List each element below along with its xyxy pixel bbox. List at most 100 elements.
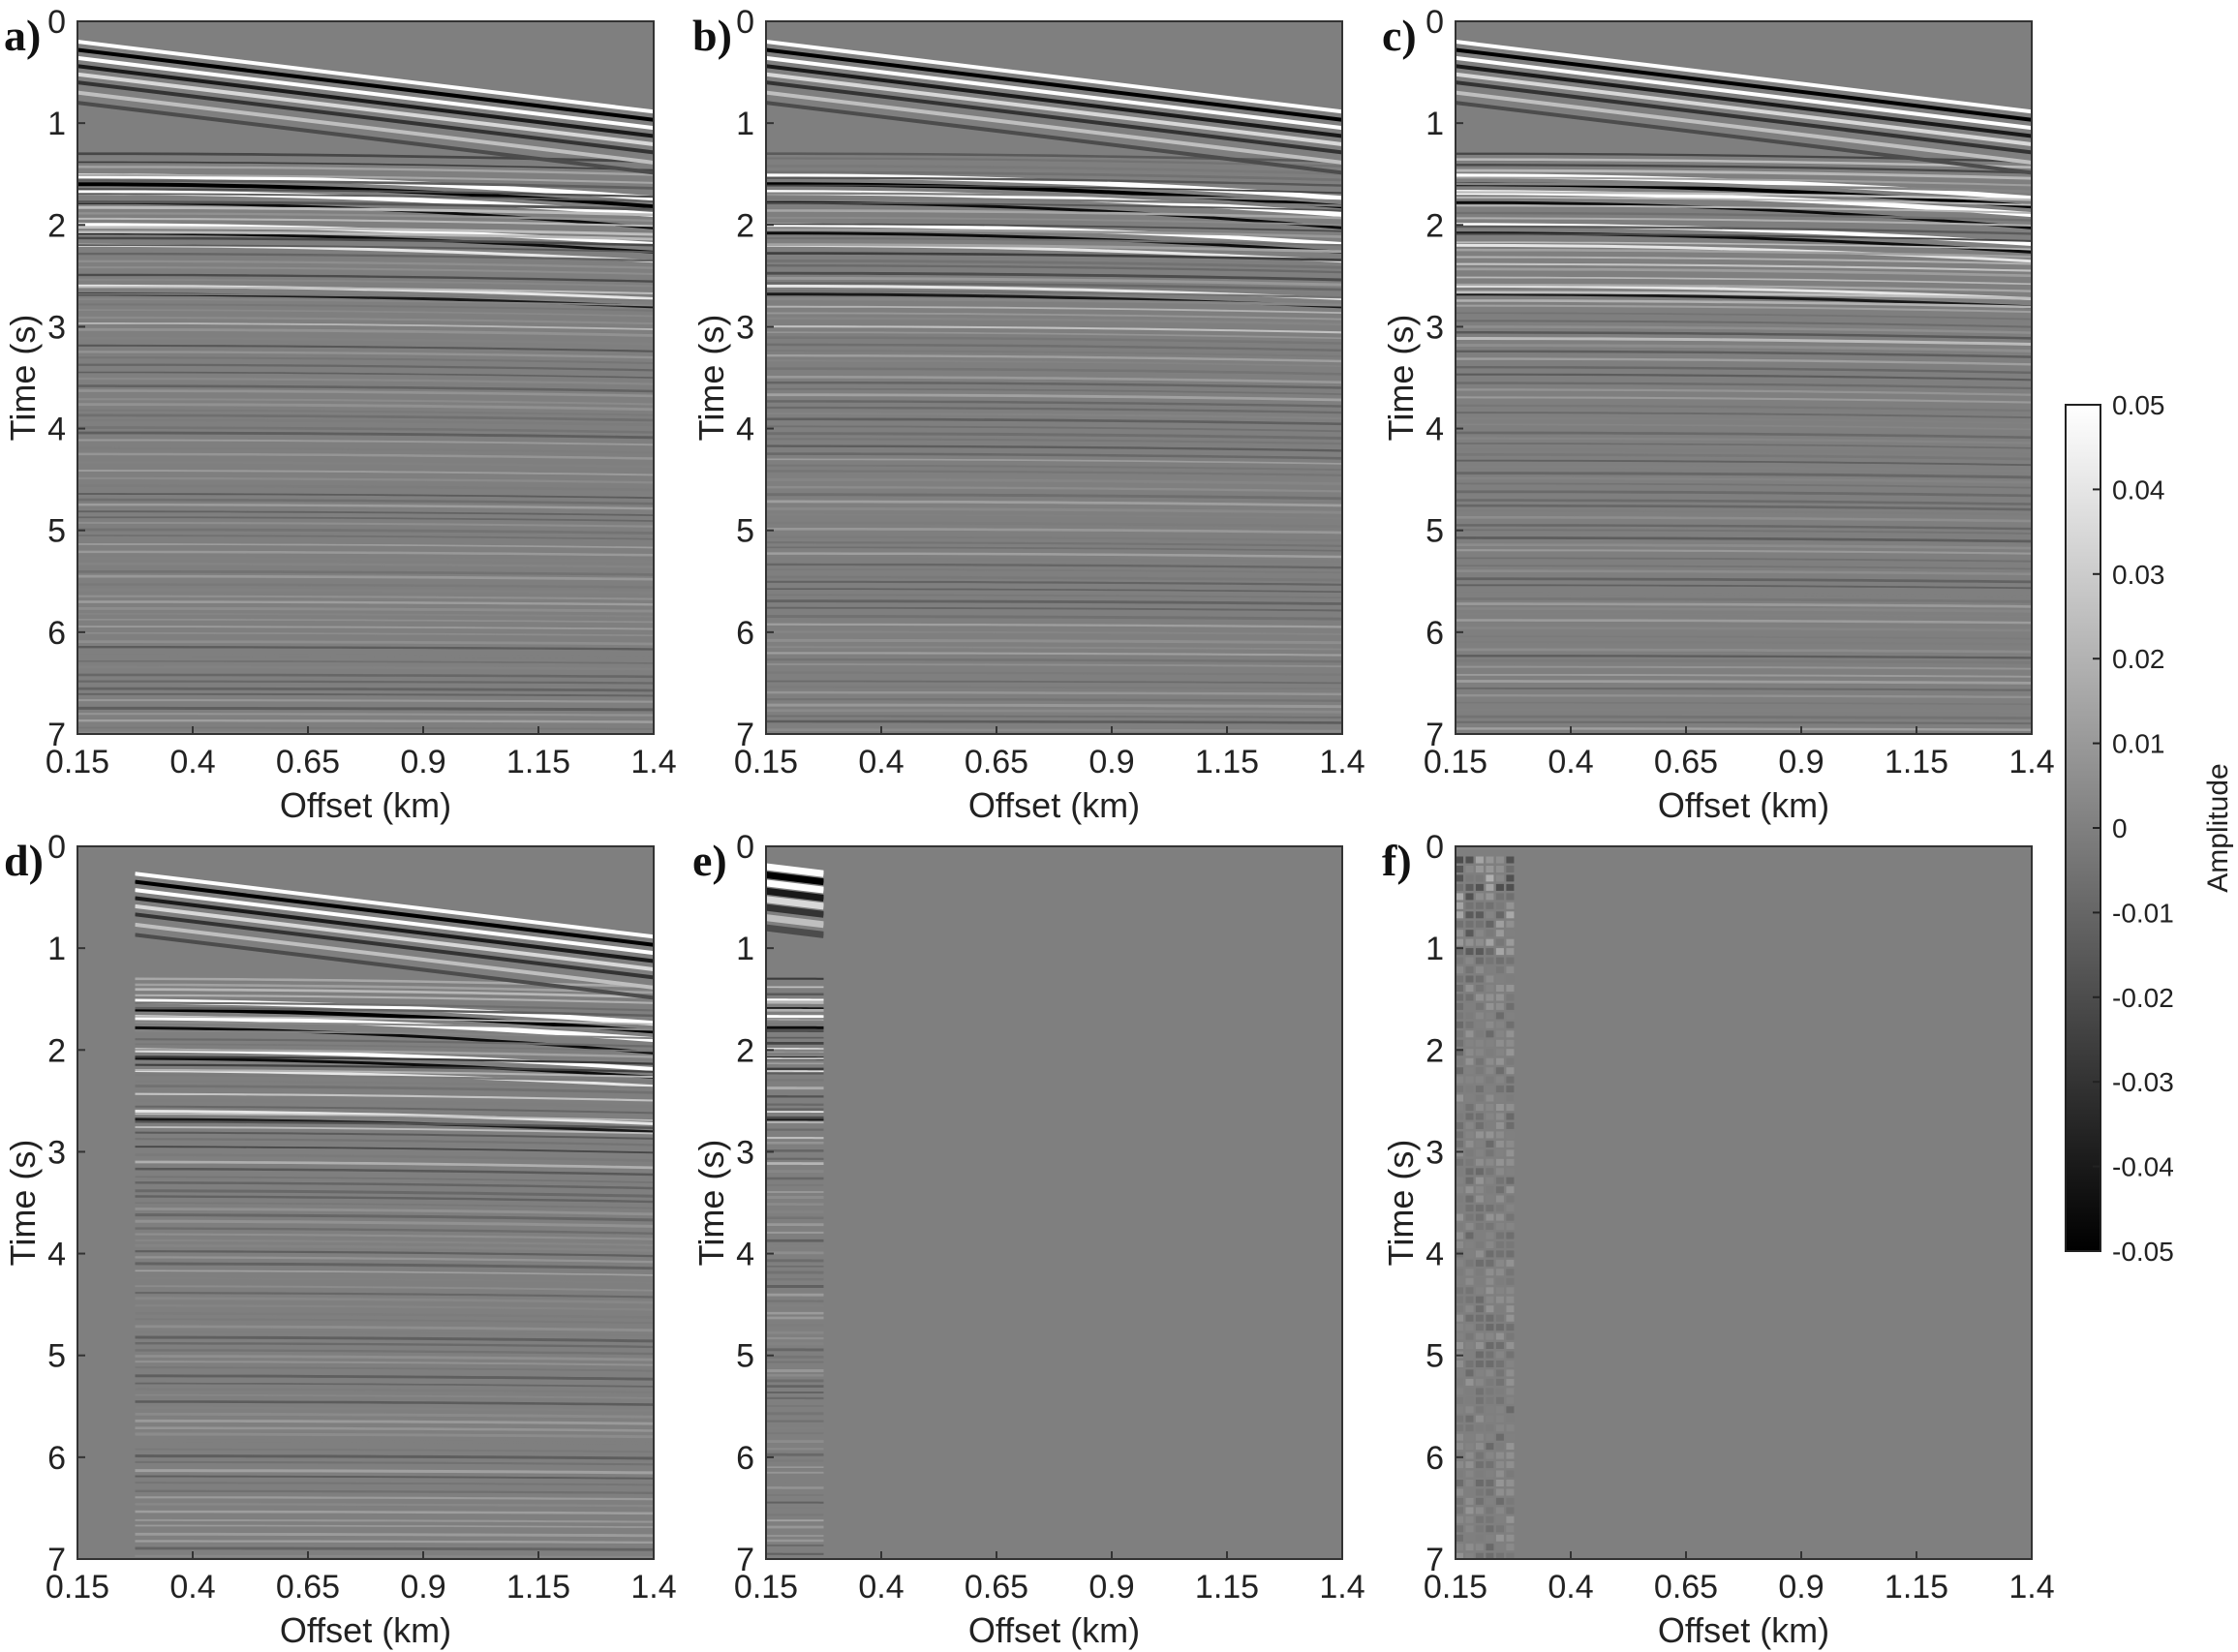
event-line: [1456, 715, 2032, 720]
direct-wave-line: [1456, 90, 2032, 165]
event-line: [766, 680, 1342, 685]
residual-cell: [1486, 1259, 1494, 1267]
residual-cell: [1456, 1232, 1463, 1239]
residual-cell: [1475, 1515, 1484, 1523]
residual-cell: [1506, 1378, 1515, 1386]
colorbar-ticks: 0.05 0.04 0.03 0.02 0.01 0 -0.01 -0.02 -0.03 -0.0…: [2093, 390, 2174, 1267]
residual-cell: [1465, 883, 1474, 891]
residual-cell: [1456, 1076, 1463, 1084]
residual-cell: [1486, 1406, 1494, 1414]
y-tick-label: 2: [47, 207, 66, 244]
event-line: [135, 1277, 654, 1284]
event-line: [1456, 482, 2032, 489]
residual-cell: [1475, 1415, 1484, 1423]
residual-cell: [1465, 902, 1474, 909]
event-line: [1456, 337, 2032, 346]
event-line: [766, 331, 1342, 340]
residual-cell: [1486, 1094, 1494, 1102]
event-line: [77, 654, 654, 659]
residual-cell: [1486, 1424, 1494, 1432]
event-line: [77, 363, 654, 372]
residual-cell: [1486, 1012, 1494, 1020]
event-line: [766, 173, 1342, 201]
residual-cell: [1456, 1205, 1463, 1212]
residual-cell: [1465, 1461, 1474, 1469]
event-line: [766, 638, 1342, 645]
residual-cell: [1495, 1424, 1504, 1432]
x-tick-label: 0.15: [734, 744, 798, 780]
event-line: [135, 1146, 654, 1154]
event-line: [766, 336, 1342, 345]
event-line: [77, 426, 654, 434]
event-line: [77, 418, 654, 427]
panel-letter: c): [1382, 11, 1417, 60]
residual-cell: [1456, 930, 1463, 937]
residual-cell: [1506, 1361, 1515, 1367]
residual-cell: [1486, 1332, 1494, 1340]
event-line: [77, 583, 654, 589]
residual-cell: [1495, 1314, 1504, 1322]
residual-cell: [1475, 1296, 1484, 1303]
residual-cell: [1456, 1552, 1463, 1559]
y-tick-label: 0: [47, 829, 66, 866]
x-tick-label: 0.15: [46, 744, 109, 780]
residual-cell: [1475, 1002, 1484, 1010]
event-line: [1456, 708, 2032, 713]
event-line: [1456, 627, 2032, 632]
residual-cell: [1486, 1158, 1494, 1166]
residual-cell: [1486, 994, 1494, 1001]
event-line: [1456, 549, 2032, 555]
residual-cell: [1486, 893, 1494, 901]
y-tick-label: 5: [1426, 513, 1444, 550]
event-line: [77, 356, 654, 365]
residual-cell: [1486, 1168, 1494, 1176]
seismic-image: [77, 846, 654, 1559]
residual-cell: [1486, 1480, 1494, 1486]
residual-cell: [1465, 1415, 1474, 1423]
y-tick-label: 5: [736, 1338, 754, 1375]
residual-cell: [1495, 1232, 1504, 1239]
y-tick-label: 4: [736, 412, 754, 448]
residual-cell: [1506, 930, 1515, 937]
residual-cell: [1475, 1361, 1484, 1367]
colorbar-tick-label: -0.04: [2112, 1152, 2174, 1182]
event-line: [766, 197, 1342, 207]
colorbar-tick-label: 0.04: [2112, 474, 2165, 505]
residual-cell: [1465, 1067, 1474, 1075]
residual-cell: [1475, 930, 1484, 937]
event-line: [135, 1239, 654, 1247]
event-line: [135, 1250, 654, 1258]
residual-cell: [1456, 966, 1463, 974]
y-tick-label: 4: [47, 1237, 66, 1273]
event-line: [135, 1043, 654, 1053]
residual-cell: [1495, 1094, 1504, 1102]
residual-cell: [1506, 1552, 1515, 1559]
event-line: [77, 409, 654, 416]
event-line: [135, 1073, 654, 1084]
residual-cell: [1486, 1552, 1494, 1559]
panel-b: 0.15 0.4 0.65 0.9 1.15 1.4 0 1 2 3 4 5 6 7 Offset (km)…: [691, 4, 1365, 825]
direct-wave-line: [766, 55, 1342, 131]
residual-cell: [1506, 856, 1515, 864]
event-line: [1456, 292, 2032, 309]
event-line: [77, 236, 654, 247]
event-line: [135, 1153, 654, 1162]
event-line: [77, 612, 654, 618]
residual-cell: [1495, 1259, 1504, 1267]
y-tick-label: 4: [1426, 1237, 1444, 1273]
event-line: [766, 317, 1342, 326]
event-line: [135, 1207, 654, 1216]
x-tick-label: 0.15: [734, 1569, 798, 1606]
event-line: [77, 217, 654, 228]
residual-cell: [1465, 1424, 1474, 1432]
residual-cell: [1495, 938, 1504, 946]
x-tick-label: 0.15: [46, 1569, 109, 1606]
event-line: [135, 1138, 654, 1147]
residual-cell: [1506, 1057, 1515, 1065]
residual-cell: [1486, 1039, 1494, 1047]
event-line: [135, 1432, 654, 1439]
residual-cell: [1465, 1388, 1474, 1395]
event-line: [77, 673, 654, 679]
residual-cell: [1465, 1140, 1474, 1147]
x-tick-label: 1.4: [1319, 1569, 1364, 1606]
